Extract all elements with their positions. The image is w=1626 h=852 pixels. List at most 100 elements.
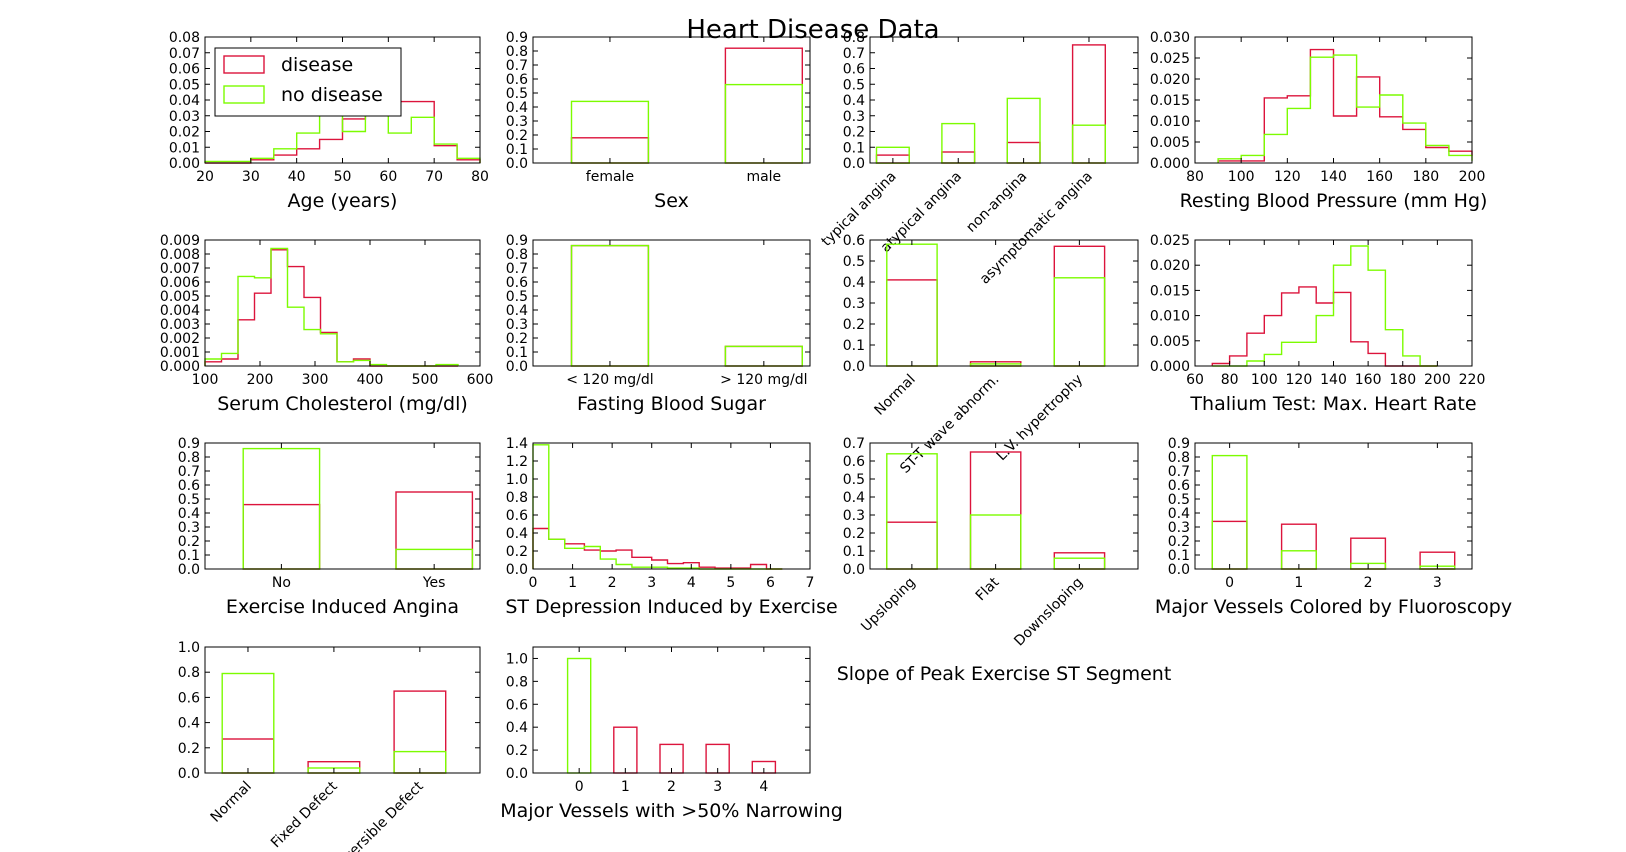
y-tick-label: 0.4 <box>506 720 528 736</box>
y-tick-label: 0.9 <box>1168 436 1190 452</box>
y-tick-label: 0.08 <box>169 30 200 46</box>
y-tick-label: 1.0 <box>178 640 200 656</box>
x-tick-label: 40 <box>288 169 306 185</box>
subplot-fbs: 0.00.10.20.30.40.50.60.70.80.9 < 120 mg/d… <box>506 233 811 415</box>
x-tick-label: 180 <box>1389 372 1416 388</box>
y-tick-label: 1.2 <box>506 454 528 470</box>
legend-label-disease: disease <box>281 54 353 76</box>
y-tick-label: 0.04 <box>169 93 200 109</box>
y-tick-label: 0.6 <box>178 690 200 706</box>
x-tick-label: 60 <box>1186 372 1204 388</box>
y-tick-label: 0.003 <box>160 317 200 333</box>
x-tick-label: 180 <box>1412 169 1439 185</box>
y-tick-label: 0.6 <box>843 454 865 470</box>
y-tick-label: 0.2 <box>843 125 865 141</box>
axes-frame <box>204 442 481 570</box>
y-tick-label: 0.4 <box>843 93 865 109</box>
x-tick-label: 7 <box>806 575 815 591</box>
y-tick-label: 0.0 <box>506 359 528 375</box>
x-axis-label: Major Vessels with >50% Narrowing <box>500 800 843 822</box>
y-tick-label: 0.007 <box>160 261 200 277</box>
y-tick-label: 0.1 <box>506 345 528 361</box>
hist-step-no-disease <box>1217 54 1473 163</box>
x-tick-label: 140 <box>1320 372 1347 388</box>
y-tick-label: 0.0 <box>506 766 528 782</box>
y-tick-label: 0.000 <box>160 359 200 375</box>
y-tick-label: 0.6 <box>506 697 528 713</box>
axes-frame <box>532 239 811 367</box>
x-tick-label: 0 <box>575 779 584 795</box>
x-tick-label: 140 <box>1320 169 1347 185</box>
y-tick-label: 0.07 <box>169 46 200 62</box>
x-axis-label: Major Vessels Colored by Fluoroscopy <box>1155 596 1512 618</box>
x-tick-label: 6 <box>766 575 775 591</box>
x-tick-label: 2 <box>667 779 676 795</box>
x-tick-label: 1 <box>621 779 630 795</box>
y-tick-label: 0.1 <box>843 140 865 156</box>
x-axis-label: Sex <box>654 190 689 212</box>
y-tick-label: 0.0 <box>843 562 865 578</box>
x-tick-label: 3 <box>1433 575 1442 591</box>
y-tick-label: 0.4 <box>1168 506 1190 522</box>
y-tick-label: 0.2 <box>178 741 200 757</box>
x-tick-label: Yes <box>422 575 446 591</box>
y-tick-label: 0.025 <box>1150 51 1190 67</box>
x-axis-label: ST Depression Induced by Exercise <box>505 596 837 618</box>
x-axis-label: Slope of Peak Exercise ST Segment <box>837 663 1172 685</box>
y-tick-label: 0.015 <box>1150 93 1190 109</box>
axes-frame <box>1194 442 1473 570</box>
x-tick-label: 20 <box>196 169 214 185</box>
y-tick-label: 1.0 <box>506 651 528 667</box>
y-tick-label: 0.4 <box>843 490 865 506</box>
subplot-vessels: 0.00.10.20.30.40.50.60.70.80.9 0 1 2 3 Major … <box>1155 436 1512 618</box>
y-tick-label: 0.4 <box>178 506 200 522</box>
x-tick-label: 220 <box>1459 372 1486 388</box>
x-tick-label: 200 <box>247 372 274 388</box>
y-tick-label: 0.6 <box>506 72 528 88</box>
y-tick-label: 0.2 <box>506 331 528 347</box>
hist-step-disease <box>1217 48 1473 163</box>
y-tick-label: 0.9 <box>506 233 528 249</box>
x-tick-label: 5 <box>726 575 735 591</box>
y-tick-label: 0.1 <box>1168 548 1190 564</box>
y-tick-label: 0.020 <box>1150 258 1190 274</box>
x-tick-label: 80 <box>1186 169 1204 185</box>
x-tick-label: 60 <box>379 169 397 185</box>
x-tick-label: 100 <box>192 372 219 388</box>
y-tick-label: 0.025 <box>1150 233 1190 249</box>
x-tick-label: 4 <box>687 575 696 591</box>
y-tick-label: 0.6 <box>506 508 528 524</box>
y-tick-label: 0.000 <box>1150 156 1190 172</box>
y-tick-label: 0.2 <box>1168 534 1190 550</box>
subplot-chol: 0.0000.0010.0020.0030.0040.0050.0060.007… <box>160 233 493 415</box>
y-tick-label: 0.1 <box>506 142 528 158</box>
y-tick-label: 0.1 <box>843 544 865 560</box>
y-tick-label: 0.8 <box>1168 450 1190 466</box>
y-tick-label: 0.5 <box>506 86 528 102</box>
y-tick-label: 0.7 <box>1168 464 1190 480</box>
y-tick-label: 0.9 <box>506 30 528 46</box>
y-tick-label: 0.7 <box>843 46 865 62</box>
subplot-st_dep: 0.0 0.2 0.4 0.6 0.8 1.0 1.2 1.4 0 1 2 3 4 5 6 7 ST Depre… <box>505 436 837 618</box>
y-tick-label: 0.3 <box>178 520 200 536</box>
y-tick-label: 0.010 <box>1150 114 1190 130</box>
x-axis-label: Thalium Test: Max. Heart Rate <box>1189 393 1476 415</box>
x-tick-label: 500 <box>412 372 439 388</box>
x-tick-label: 100 <box>1251 372 1278 388</box>
y-tick-label: 0.6 <box>843 233 865 249</box>
y-tick-label: 0.001 <box>160 345 200 361</box>
y-tick-label: 0.0 <box>178 766 200 782</box>
y-tick-label: 0.030 <box>1150 30 1190 46</box>
y-tick-label: 0.005 <box>1150 135 1190 151</box>
subplot-age: 0.000.010.020.030.040.050.060.070.08 20 30… <box>169 30 489 212</box>
x-tick-label: 2 <box>1364 575 1373 591</box>
y-tick-label: 0.8 <box>178 450 200 466</box>
y-tick-label: 0.01 <box>169 140 200 156</box>
y-tick-label: 0.5 <box>178 492 200 508</box>
y-tick-label: 0.8 <box>506 247 528 263</box>
axes-frame <box>869 442 1139 570</box>
x-tick-label: 1 <box>568 575 577 591</box>
y-tick-label: 0.00 <box>169 156 200 172</box>
axes-frame <box>532 36 811 164</box>
x-axis-label: Fasting Blood Sugar <box>577 393 766 415</box>
